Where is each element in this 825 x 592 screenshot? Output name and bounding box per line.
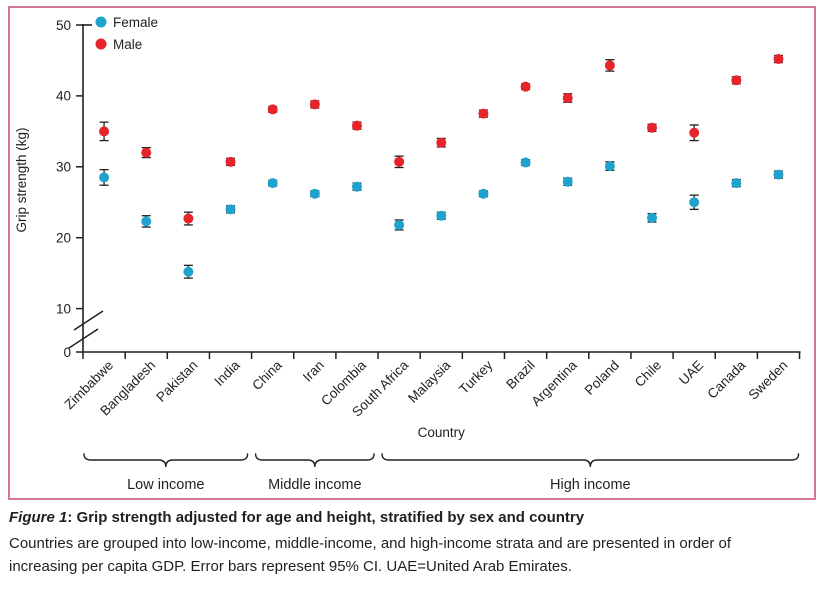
figure-caption: Figure 1: Grip strength adjusted for age…	[9, 507, 794, 579]
data-point-female	[183, 266, 194, 277]
country-label: Chile	[632, 358, 664, 390]
axis-break-icon	[73, 310, 104, 331]
figure-caption-title: Figure 1: Grip strength adjusted for age…	[9, 507, 794, 529]
data-point-male	[141, 147, 152, 158]
axis-break-icon	[68, 328, 99, 349]
income-group-label: Low income	[127, 477, 204, 493]
data-point-male	[351, 120, 362, 131]
country-label: India	[211, 357, 243, 389]
data-point-female	[351, 181, 362, 192]
country-label: Iran	[300, 358, 327, 385]
x-axis-title: Country	[418, 425, 466, 440]
data-point-female	[478, 188, 489, 199]
data-point-female	[647, 212, 658, 223]
income-brace	[83, 453, 249, 468]
country-label: China	[249, 357, 285, 393]
income-group-label: High income	[550, 477, 631, 493]
data-point-female	[141, 216, 152, 227]
country-label: Sweden	[745, 358, 790, 403]
data-point-female	[520, 157, 531, 168]
y-tick-label: 50	[56, 18, 71, 33]
data-point-female	[562, 176, 573, 187]
data-point-male	[436, 137, 447, 148]
country-label: Brazil	[503, 358, 537, 392]
data-point-male	[309, 99, 320, 110]
data-point-male	[225, 156, 236, 167]
data-point-male	[562, 93, 573, 104]
data-point-male	[689, 127, 700, 138]
data-point-male	[267, 104, 278, 115]
country-label: Argentina	[528, 357, 580, 409]
income-brace	[254, 453, 375, 468]
data-point-female	[225, 204, 236, 215]
legend-label: Female	[113, 15, 158, 30]
country-label: Pakistan	[153, 358, 200, 405]
income-group-label: Middle income	[268, 477, 362, 493]
country-label: Turkey	[456, 357, 496, 397]
legend-marker-male	[95, 38, 107, 50]
data-point-female	[604, 161, 615, 172]
country-label: Malaysia	[405, 357, 454, 406]
data-point-female	[394, 219, 405, 230]
legend-marker-female	[95, 16, 107, 28]
y-tick-label: 30	[56, 160, 71, 175]
y-tick-label: 0	[63, 345, 71, 360]
figure-label: Figure 1	[9, 509, 68, 526]
data-point-male	[520, 81, 531, 92]
data-point-female	[773, 169, 784, 180]
y-tick-label: 20	[56, 231, 71, 246]
y-tick-label: 40	[56, 89, 71, 104]
country-label: UAE	[676, 358, 706, 388]
legend-label: Male	[113, 37, 142, 52]
y-axis-title: Grip strength (kg)	[14, 127, 29, 232]
data-point-female	[99, 172, 110, 183]
data-point-female	[689, 197, 700, 208]
data-point-male	[478, 108, 489, 119]
data-point-male	[731, 75, 742, 86]
data-point-male	[99, 126, 110, 137]
data-point-female	[731, 178, 742, 189]
figure-panel: 50 40 30 20 10 0 Grip strength (kg) Zimbabwe Ban…	[8, 6, 816, 500]
country-label: Poland	[582, 358, 622, 398]
income-brace	[381, 453, 800, 468]
data-point-male	[394, 156, 405, 167]
data-point-male	[604, 60, 615, 71]
figure-title-text: : Grip strength adjusted for age and hei…	[67, 509, 585, 526]
y-tick-label: 10	[56, 301, 71, 316]
data-point-female	[267, 178, 278, 189]
data-point-male	[183, 213, 194, 224]
country-label: Canada	[704, 357, 748, 401]
data-point-female	[309, 188, 320, 199]
figure-caption-body: Countries are grouped into low-income, m…	[9, 534, 732, 576]
data-point-male	[647, 122, 658, 133]
data-point-female	[436, 210, 447, 221]
data-point-male	[773, 54, 784, 65]
